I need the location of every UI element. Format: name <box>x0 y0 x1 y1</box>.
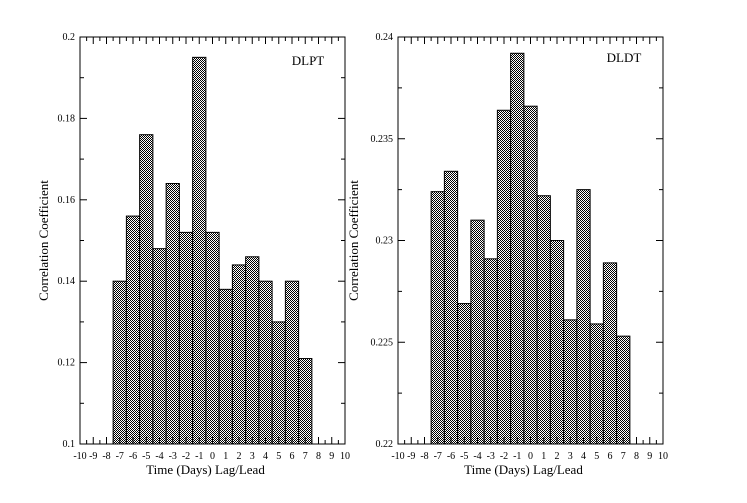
bar <box>602 262 618 445</box>
x-tick-label: -8 <box>102 451 110 462</box>
bar <box>125 215 141 445</box>
x-tick-label: 10 <box>340 451 350 462</box>
bar <box>231 264 247 445</box>
x-tick-label: 7 <box>621 451 626 462</box>
x-tick-label: -2 <box>500 451 508 462</box>
bar <box>510 52 525 445</box>
x-tick-label: -1 <box>195 451 203 462</box>
bar <box>271 321 286 445</box>
bar <box>192 56 207 445</box>
bar <box>576 189 591 445</box>
x-tick-label: 2 <box>555 451 560 462</box>
bar <box>443 170 459 445</box>
bar <box>218 288 233 445</box>
x-tick-label: 0 <box>210 451 215 462</box>
x-tick-label: -9 <box>407 451 415 462</box>
x-tick-label: -1 <box>513 451 521 462</box>
bar <box>616 335 631 445</box>
x-tick-label: -10 <box>73 451 86 462</box>
x-axis-title: Time (Days) Lag/Lead <box>146 462 265 477</box>
bar <box>496 109 512 445</box>
bar <box>284 280 300 445</box>
bar <box>245 256 260 445</box>
bar <box>139 134 154 445</box>
x-tick-label: 6 <box>608 451 613 462</box>
y-tick-label: 0.22 <box>376 439 394 450</box>
x-tick-label: -10 <box>391 451 404 462</box>
bar <box>536 195 551 445</box>
x-tick-label: 4 <box>581 451 586 462</box>
panel-label: DLDT <box>607 50 642 65</box>
bar <box>298 358 313 445</box>
x-tick-label: -4 <box>473 451 481 462</box>
chart-panel-1: -10 -9 -8 -7 -6 -5 -4 -3 -2 -1 0 1 2 3 4 5 6 7 8 9 100.10.12… <box>36 32 350 477</box>
x-tick-label: -7 <box>116 451 124 462</box>
bar <box>549 240 565 445</box>
x-tick-label: -8 <box>420 451 428 462</box>
bar <box>430 191 445 445</box>
x-tick-label: 1 <box>541 451 546 462</box>
bar <box>483 258 498 445</box>
bar <box>457 303 472 445</box>
x-tick-label: -9 <box>89 451 97 462</box>
y-tick-label: 0.24 <box>376 32 394 43</box>
y-tick-label: 0.225 <box>371 337 394 348</box>
x-tick-label: 10 <box>658 451 668 462</box>
x-tick-label: 8 <box>316 451 321 462</box>
x-tick-label: 4 <box>263 451 268 462</box>
x-tick-label: 3 <box>568 451 573 462</box>
y-tick-label: 0.14 <box>58 276 76 287</box>
y-tick-label: 0.235 <box>371 134 394 145</box>
y-tick-label: 0.23 <box>376 236 394 247</box>
x-tick-label: 7 <box>303 451 308 462</box>
y-tick-label: 0.18 <box>58 113 76 124</box>
x-tick-label: -7 <box>434 451 442 462</box>
x-tick-label: 9 <box>647 451 652 462</box>
x-tick-label: 9 <box>329 451 334 462</box>
x-tick-label: 5 <box>594 451 599 462</box>
bar <box>563 319 578 445</box>
bar <box>112 280 127 445</box>
x-tick-label: 3 <box>250 451 255 462</box>
x-tick-label: 8 <box>634 451 639 462</box>
x-tick-label: -6 <box>447 451 455 462</box>
y-axis-title: Correlation Coefficient <box>346 180 361 301</box>
bar <box>205 231 220 445</box>
y-tick-label: 0.1 <box>63 439 76 450</box>
bar <box>258 280 273 445</box>
x-tick-label: -3 <box>169 451 177 462</box>
bar <box>589 323 604 445</box>
x-tick-label: -6 <box>129 451 137 462</box>
chart-panel-2: -10 -9 -8 -7 -6 -5 -4 -3 -2 -1 0 1 2 3 4 5 6 7 8 9 100.220.2… <box>346 32 668 477</box>
x-tick-label: -3 <box>487 451 495 462</box>
bar <box>165 183 180 445</box>
x-tick-label: 2 <box>237 451 242 462</box>
x-tick-label: -5 <box>142 451 150 462</box>
x-tick-label: 5 <box>276 451 281 462</box>
y-tick-label: 0.2 <box>63 32 76 43</box>
bar <box>178 231 194 445</box>
x-tick-label: -2 <box>182 451 190 462</box>
x-tick-label: 1 <box>223 451 228 462</box>
bar <box>470 219 485 445</box>
bar <box>152 248 167 445</box>
panel-label: DLPT <box>292 53 325 68</box>
x-tick-label: -4 <box>155 451 163 462</box>
x-tick-label: 0 <box>528 451 533 462</box>
x-tick-label: -5 <box>460 451 468 462</box>
y-axis-title: Correlation Coefficient <box>36 180 51 301</box>
bar <box>523 105 538 445</box>
y-tick-label: 0.16 <box>58 195 76 206</box>
x-tick-label: 6 <box>290 451 295 462</box>
x-axis-title: Time (Days) Lag/Lead <box>464 462 583 477</box>
y-tick-label: 0.12 <box>58 358 76 369</box>
